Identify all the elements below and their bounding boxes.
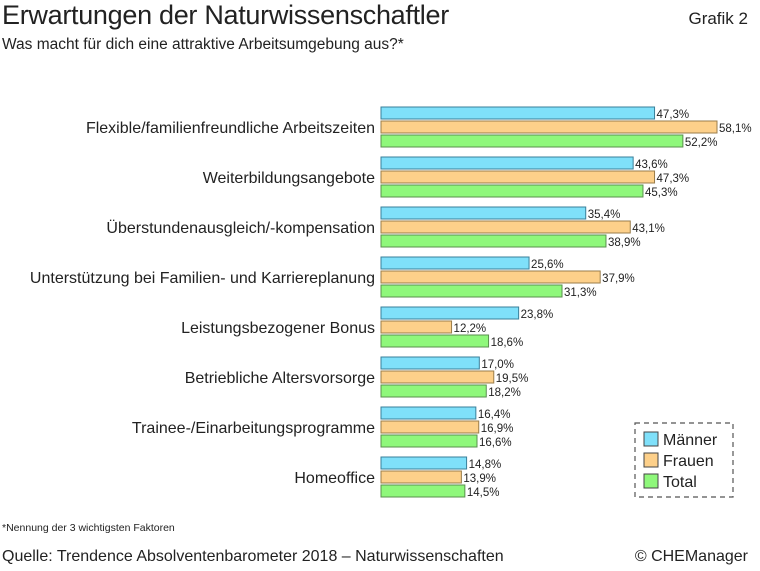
data-label: 14,5% [467, 487, 500, 499]
bar-männer [380, 256, 530, 270]
data-label: 47,3% [657, 173, 690, 185]
legend-label: Frauen [663, 453, 714, 470]
bar-total [380, 484, 466, 498]
legend-box [634, 422, 734, 498]
data-label: 18,2% [488, 387, 521, 399]
bar-männer [380, 156, 634, 170]
data-label: 16,4% [478, 409, 511, 421]
copyright: © CHEManager [634, 548, 748, 565]
data-label: 35,4% [588, 209, 621, 221]
bar-total [380, 434, 478, 448]
data-label: 43,6% [635, 159, 668, 171]
chart-title: Erwartungen der Naturwissenschaftler [2, 0, 449, 30]
bar-total [380, 334, 490, 348]
category-label: Betriebliche Altersvorsorge [185, 370, 375, 387]
data-label: 17,0% [481, 359, 514, 371]
legend-swatch-frauen [643, 452, 659, 468]
data-label: 43,1% [632, 223, 665, 235]
category-label: Trainee-/Einarbeitungsprogramme [132, 420, 375, 437]
bar-männer [380, 356, 480, 370]
footnote: *Nennung der 3 wichtigsten Faktoren [2, 522, 175, 534]
category-label: Leistungsbezogener Bonus [181, 320, 375, 337]
bar-männer [380, 206, 587, 220]
category-label: Überstundenausgleich/-kompensation [106, 219, 375, 237]
bar-männer [380, 106, 656, 120]
data-label: 47,3% [657, 109, 690, 121]
bar-männer [380, 406, 477, 420]
data-label: 25,6% [531, 259, 564, 271]
category-label: Unterstützung bei Familien- und Karriere… [30, 270, 375, 287]
data-label: 19,5% [496, 373, 529, 385]
data-label: 16,6% [479, 437, 512, 449]
category-label: Homeoffice [294, 470, 375, 487]
chart-subtitle: Was macht für dich eine attraktive Arbei… [2, 36, 404, 53]
data-label: 18,6% [491, 337, 524, 349]
source-note: Quelle: Trendence Absolventenbarometer 2… [2, 548, 504, 565]
bar-frauen [380, 420, 480, 434]
data-label: 12,2% [454, 323, 487, 335]
bar-männer [380, 456, 468, 470]
bar-total [380, 184, 644, 198]
bar-frauen [380, 370, 495, 384]
bar-frauen [380, 320, 453, 334]
data-label: 13,9% [463, 473, 496, 485]
category-label: Flexible/familienfreundliche Arbeitszeit… [86, 120, 375, 137]
bar-frauen [380, 270, 601, 284]
data-label: 52,2% [685, 137, 718, 149]
bar-total [380, 284, 563, 298]
data-label: 38,9% [608, 237, 641, 249]
data-label: 58,1% [719, 123, 752, 135]
bar-frauen [380, 220, 631, 234]
bar-total [380, 384, 487, 398]
data-label: 23,8% [521, 309, 554, 321]
legend-swatch-total [643, 473, 659, 489]
data-label: 14,8% [469, 459, 502, 471]
legend-swatch-männer [643, 431, 659, 447]
bar-männer [380, 306, 520, 320]
bar-frauen [380, 120, 718, 134]
category-label: Weiterbildungsangebote [203, 170, 375, 187]
bar-total [380, 234, 607, 248]
bar-total [380, 134, 684, 148]
bar-frauen [380, 470, 462, 484]
data-label: 31,3% [564, 287, 597, 299]
bar-frauen [380, 170, 656, 184]
legend-label: Total [663, 474, 697, 491]
data-label: 16,9% [481, 423, 514, 435]
figure-number: Grafik 2 [688, 9, 748, 28]
legend-label: Männer [663, 432, 718, 449]
data-label: 37,9% [602, 273, 635, 285]
data-label: 45,3% [645, 187, 678, 199]
